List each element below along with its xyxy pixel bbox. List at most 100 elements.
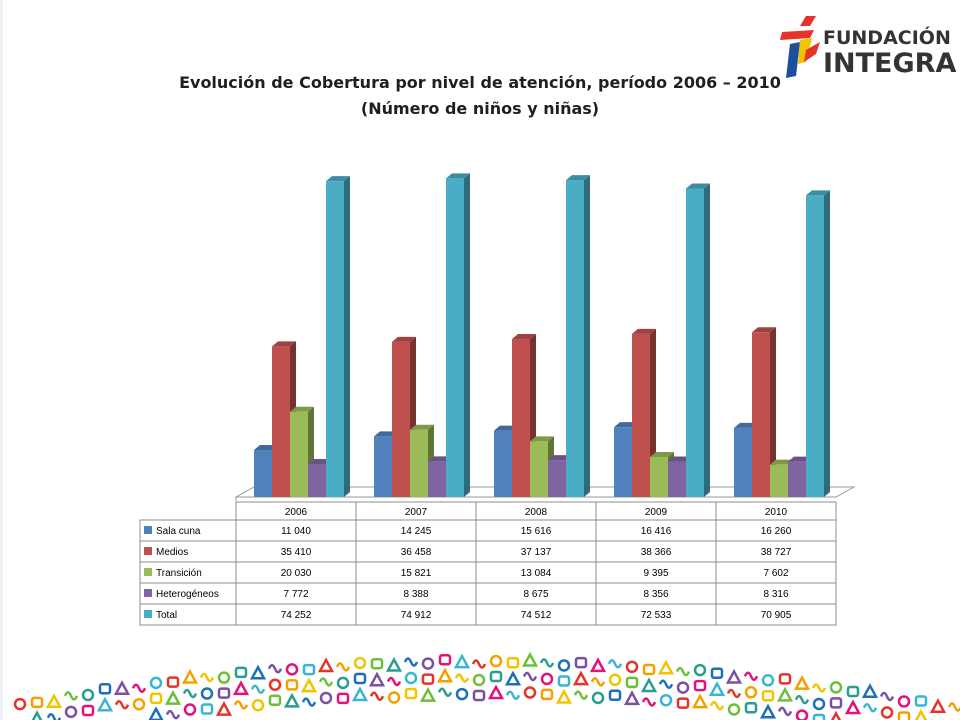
doodle-shape xyxy=(217,687,231,699)
chart-title: Evolución de Cobertura por nivel de aten… xyxy=(150,70,810,122)
doodle-shape xyxy=(267,664,283,674)
table-cell xyxy=(715,603,837,626)
x-tick-label: 2010 xyxy=(765,507,788,518)
table-value-sala-cuna-2007: 14 245 xyxy=(401,526,432,537)
doodle-shape xyxy=(403,657,419,667)
doodle-shape xyxy=(200,687,214,700)
logo-mark-icon xyxy=(780,16,820,78)
doodle-shape xyxy=(148,706,164,720)
bar-medios-2009 xyxy=(632,333,650,497)
doodle-shape xyxy=(776,686,794,702)
bar-medios-2007-top xyxy=(392,336,416,342)
doodle-shape xyxy=(419,686,437,702)
bar-sala-cuna-2008 xyxy=(494,430,512,497)
doodle-shape xyxy=(234,666,248,679)
doodle-shape xyxy=(641,697,657,707)
doodle-shape xyxy=(709,701,725,711)
doodle-shape xyxy=(625,660,639,674)
doodle-shape xyxy=(862,702,878,713)
legend-label: Heterogéneos xyxy=(156,589,219,600)
doodle-shape xyxy=(250,684,266,694)
bar-heterogeneos-2010 xyxy=(788,461,806,497)
doodle-shape xyxy=(149,692,163,705)
chart-subtitle: (Número de niños y niñas) xyxy=(360,99,600,118)
bar-transicion-2007 xyxy=(410,429,428,497)
doodle-shape xyxy=(215,701,233,716)
table-value-medios-2009: 38 366 xyxy=(641,547,672,558)
doodle-shape xyxy=(642,663,656,676)
doodle-shape xyxy=(640,677,658,693)
bar-medios-2010-side xyxy=(770,327,776,497)
doodle-shape xyxy=(793,674,811,690)
table-value-total-2009: 72 533 xyxy=(641,610,672,621)
doodle-shape xyxy=(608,689,622,702)
table-value-total-2010: 70 905 xyxy=(761,610,792,621)
doodle-shape xyxy=(555,688,573,704)
doodle-shape xyxy=(164,690,182,705)
bar-heterogeneos-2007 xyxy=(428,461,446,497)
doodle-shape xyxy=(540,688,554,701)
doodle-shape xyxy=(285,679,299,691)
doodle-shape xyxy=(166,676,180,688)
doodle-shape xyxy=(353,672,367,685)
table-value-sala-cuna-2008: 15 616 xyxy=(521,526,552,537)
doodle-shape xyxy=(369,691,385,701)
bar-heterogeneos-2009 xyxy=(668,461,686,497)
doodle-shape xyxy=(522,671,538,682)
bar-transicion-2010 xyxy=(770,464,788,497)
doodle-shape xyxy=(625,676,639,689)
doodle-shape xyxy=(302,663,316,676)
table-row-label-cell xyxy=(139,603,237,626)
bar-sala-cuna-2010 xyxy=(734,427,752,497)
legend-key-heterogeneos xyxy=(144,589,152,597)
doodle-shape xyxy=(693,679,707,692)
table-value-heterogeneos-2007: 8 388 xyxy=(403,589,428,600)
table-value-medios-2007: 36 458 xyxy=(401,547,432,558)
bar-total-2008 xyxy=(566,180,584,497)
doodle-shape xyxy=(200,703,214,715)
bar-medios-2010 xyxy=(752,332,770,497)
doodle-shape xyxy=(453,653,471,669)
doodle-shape xyxy=(455,687,469,701)
doodle-shape xyxy=(98,683,112,695)
doodle-icons-decoration xyxy=(13,651,960,720)
legend-key-total xyxy=(144,610,152,618)
doodle-shape xyxy=(777,706,793,717)
doodle-shape xyxy=(539,658,555,668)
bar-medios-2006-top xyxy=(272,341,296,347)
doodle-shape xyxy=(811,683,827,693)
doodle-shape xyxy=(521,651,539,667)
doodle-shape xyxy=(897,711,911,720)
bar-total-2007 xyxy=(446,178,464,497)
doodle-shape xyxy=(574,656,588,669)
table-value-transicion-2009: 9 395 xyxy=(643,568,668,579)
table-value-total-2006: 74 252 xyxy=(281,610,312,621)
table-value-heterogeneos-2010: 8 316 xyxy=(763,589,788,600)
doodle-shape xyxy=(761,674,775,687)
table-value-sala-cuna-2009: 16 416 xyxy=(641,526,672,537)
doodle-shape xyxy=(540,672,554,686)
bar-total-2009-top xyxy=(686,183,710,189)
legend-key-medios xyxy=(144,547,152,555)
doodle-shape xyxy=(608,673,622,687)
doodle-shape xyxy=(794,694,810,705)
bar-transicion-2007-top xyxy=(410,424,434,430)
doodle-shape xyxy=(335,662,351,672)
doodle-shape xyxy=(761,690,775,702)
doodle-shape xyxy=(421,673,435,685)
table-value-medios-2010: 38 727 xyxy=(761,547,792,558)
doodle-shape xyxy=(572,670,590,686)
doodle-shape xyxy=(301,697,317,707)
bar-total-2006 xyxy=(326,181,344,497)
x-tick-label: 2007 xyxy=(405,507,428,518)
doodle-shape xyxy=(471,659,487,669)
logo-word-integra: INTEGRA xyxy=(823,48,957,79)
doodle-shape xyxy=(861,683,879,698)
doodle-shape xyxy=(404,687,418,700)
doodle-shape xyxy=(317,657,335,673)
table-value-sala-cuna-2006: 11 040 xyxy=(281,526,311,537)
table-value-medios-2008: 37 137 xyxy=(521,547,552,558)
table-value-heterogeneos-2009: 8 356 xyxy=(643,589,668,600)
doodle-shape xyxy=(268,694,282,707)
table-value-medios-2006: 35 410 xyxy=(281,547,312,558)
